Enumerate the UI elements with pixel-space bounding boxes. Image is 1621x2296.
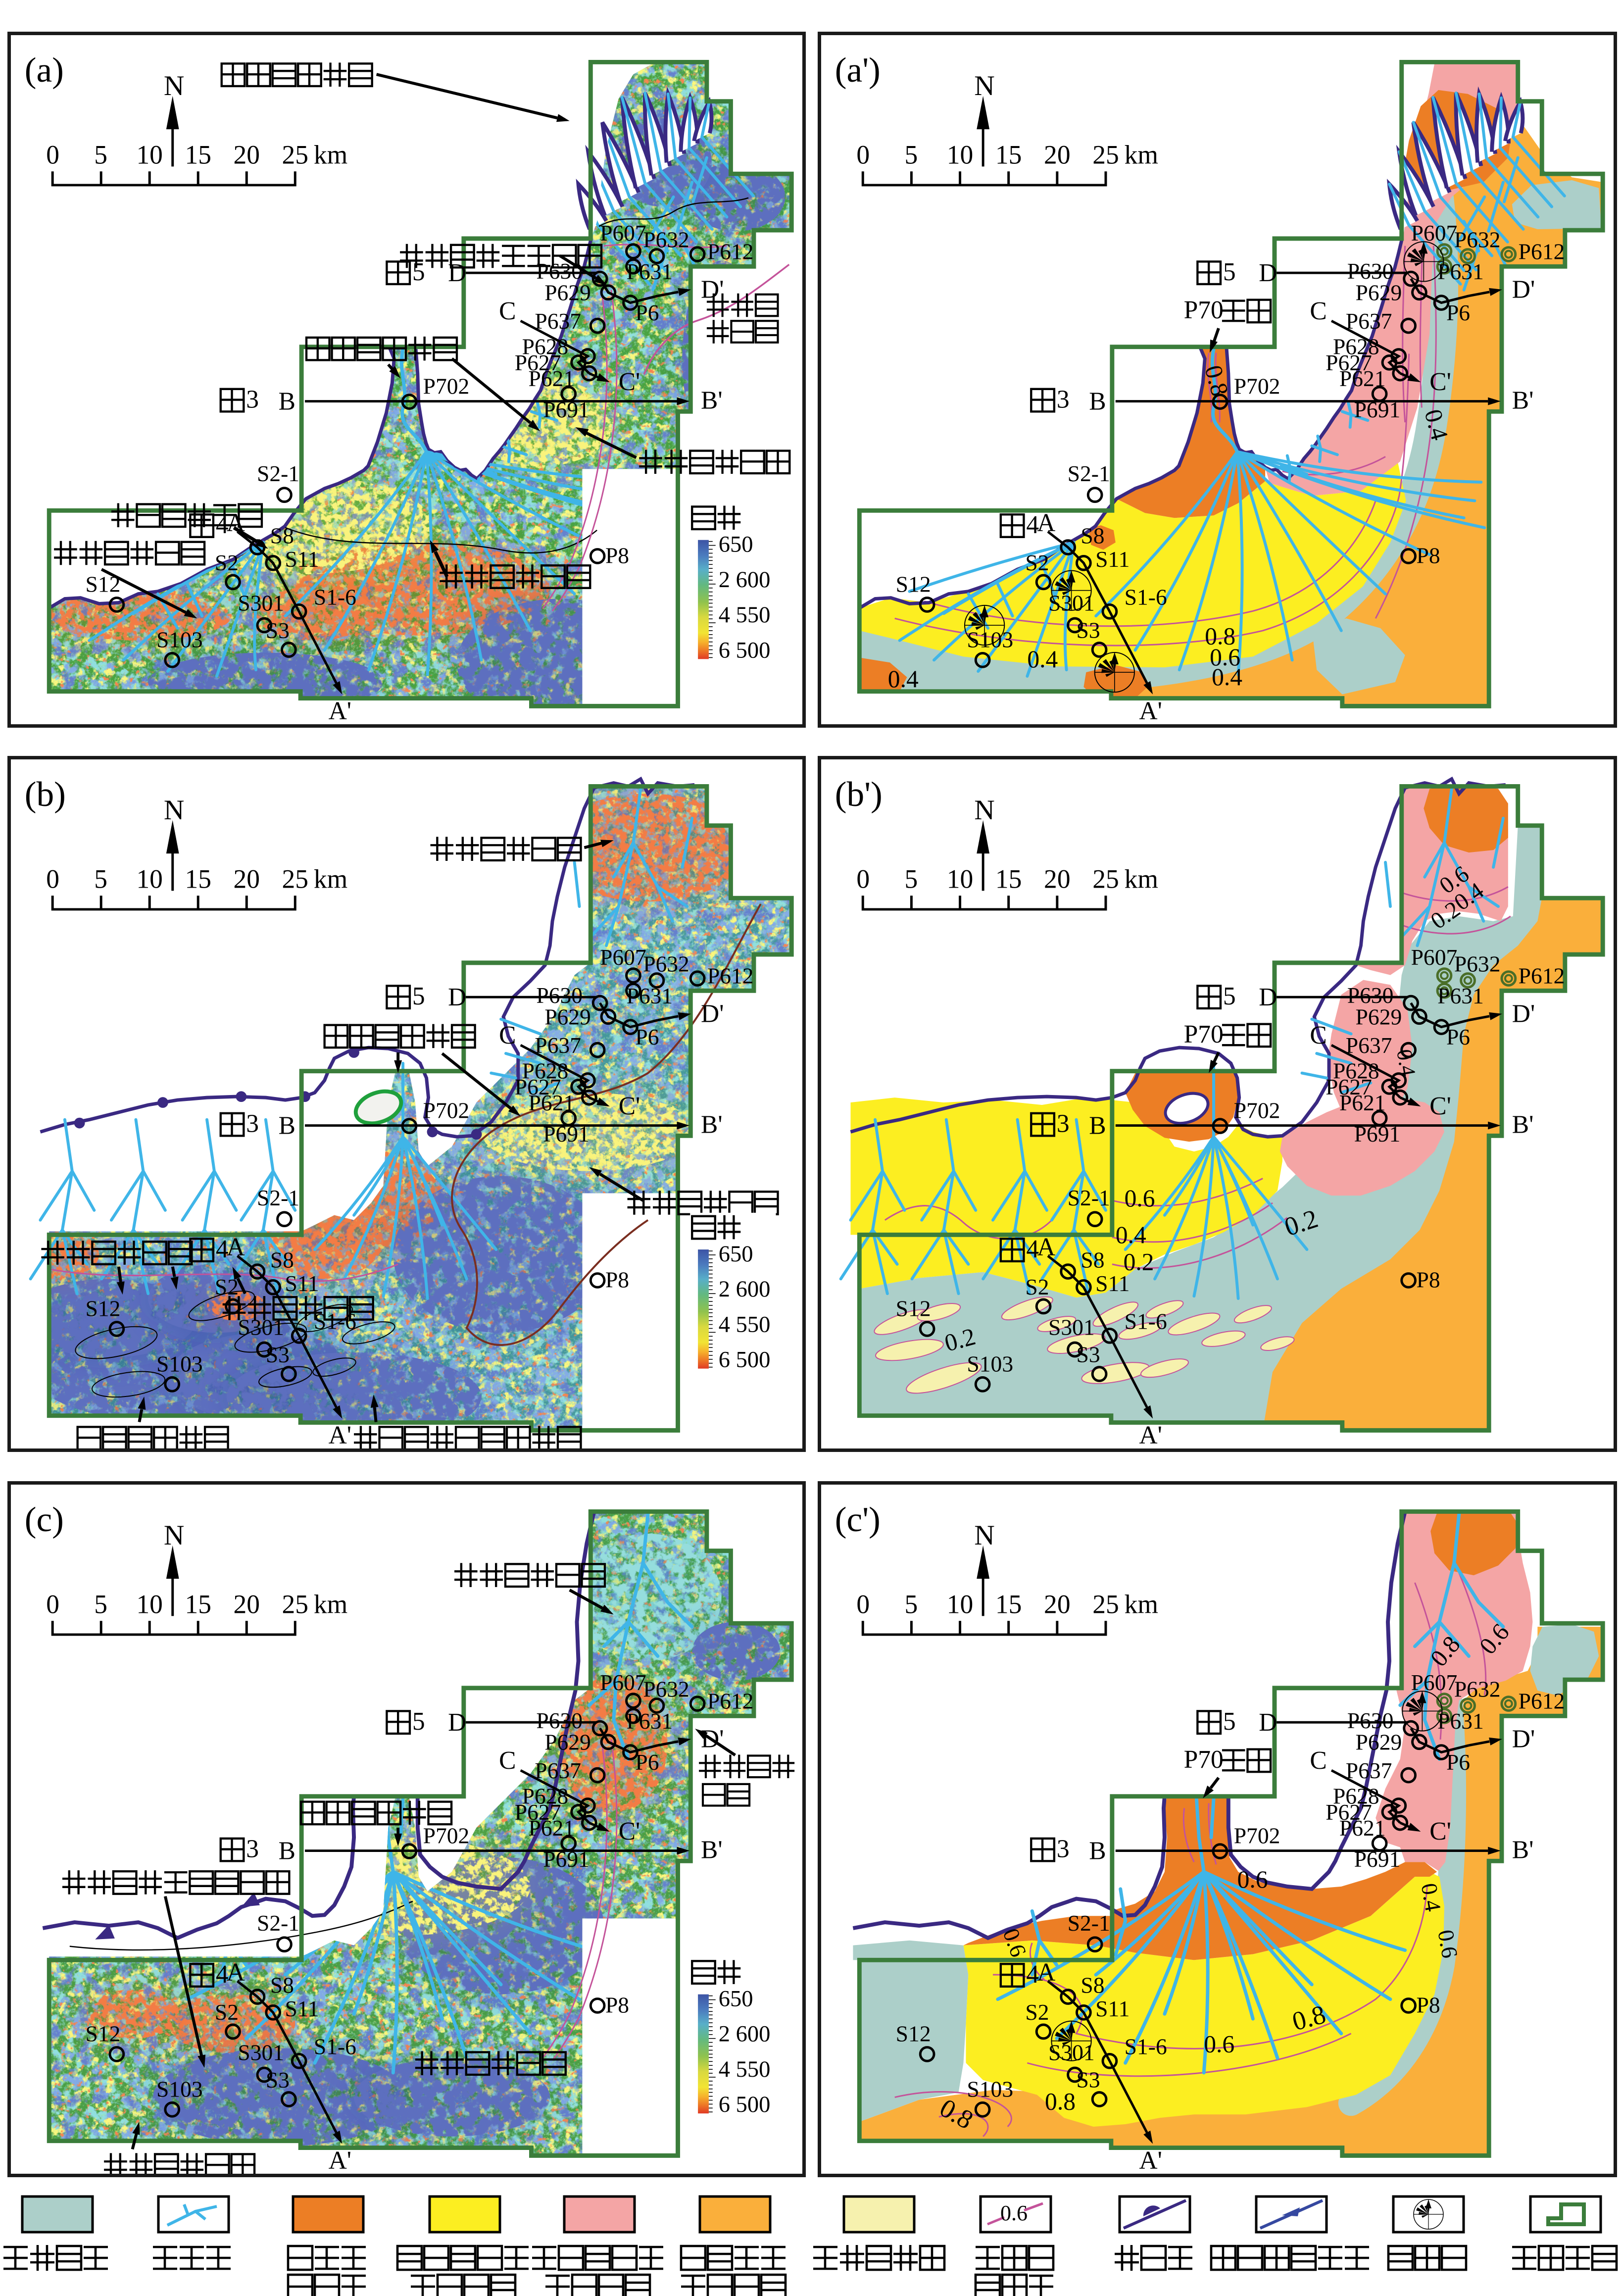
svg-text:2 600: 2 600: [719, 1277, 771, 1302]
svg-text:0.6: 0.6: [1204, 2030, 1234, 2057]
svg-text:0.4: 0.4: [1212, 663, 1242, 691]
svg-text:0.6: 0.6: [1433, 1928, 1463, 1960]
svg-text:6 500: 6 500: [719, 2092, 771, 2117]
svg-text:0.6: 0.6: [1000, 2201, 1028, 2225]
svg-text:0.6: 0.6: [1210, 644, 1240, 671]
svg-text:2 600: 2 600: [719, 2022, 771, 2047]
svg-text:(a'): (a'): [835, 50, 881, 90]
svg-text:6 500: 6 500: [719, 1348, 771, 1373]
svg-text:(c'): (c'): [835, 1500, 881, 1539]
svg-text:0.6: 0.6: [1125, 1185, 1155, 1212]
svg-text:0.4: 0.4: [1116, 1221, 1146, 1248]
svg-text:(c): (c): [25, 1500, 64, 1539]
svg-text:4 550: 4 550: [719, 602, 771, 628]
svg-text:650: 650: [719, 1986, 753, 2011]
svg-text:0.6: 0.6: [1237, 1866, 1268, 1893]
svg-text:650: 650: [719, 1242, 753, 1267]
svg-text:0.4: 0.4: [1417, 1881, 1446, 1913]
svg-text:(b'): (b'): [835, 775, 883, 814]
svg-text:(b): (b): [25, 775, 66, 814]
svg-text:4 550: 4 550: [719, 2057, 771, 2082]
svg-text:0.4: 0.4: [888, 665, 919, 693]
svg-text:0.8: 0.8: [1045, 2088, 1076, 2115]
svg-text:2 600: 2 600: [719, 567, 771, 593]
svg-text:0.4: 0.4: [1392, 1048, 1420, 1078]
svg-text:0.4: 0.4: [1027, 646, 1058, 673]
svg-text:650: 650: [719, 532, 753, 557]
svg-text:P70: P70: [1184, 1020, 1224, 1048]
svg-text:P70: P70: [1184, 296, 1224, 324]
svg-text:0.2: 0.2: [1124, 1248, 1154, 1276]
svg-text:(a): (a): [25, 50, 64, 90]
svg-text:6 500: 6 500: [719, 638, 771, 663]
svg-text:4 550: 4 550: [719, 1312, 771, 1337]
svg-text:P70: P70: [1184, 1746, 1224, 1774]
svg-text:0.8: 0.8: [1205, 623, 1235, 650]
